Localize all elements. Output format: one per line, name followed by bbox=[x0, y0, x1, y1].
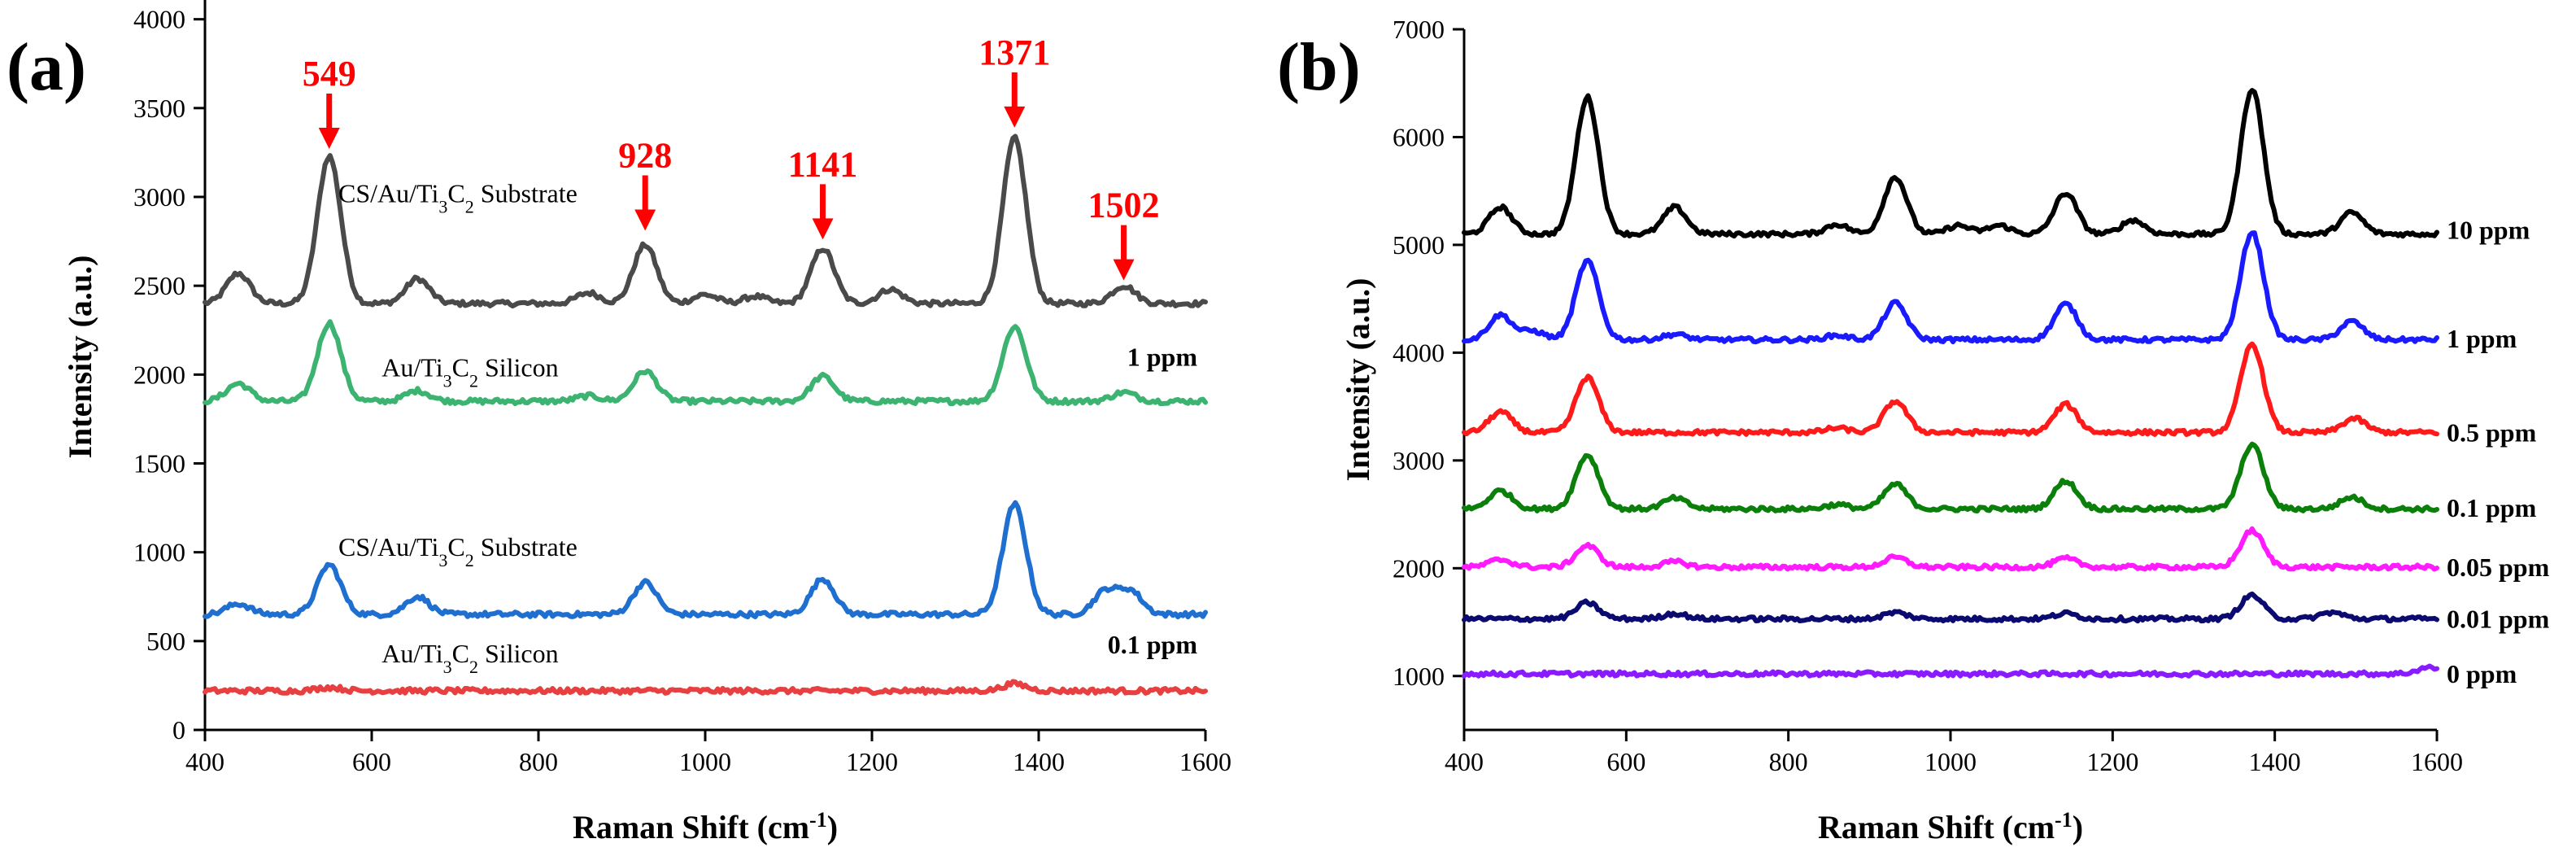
panel-b-spectrum-0 bbox=[1462, 88, 2439, 239]
panel-a-series-label: Au/Ti3C2 Silicon bbox=[381, 353, 558, 391]
peak-label-1502: 1502 bbox=[1088, 186, 1160, 225]
panel-b-x-tick-label: 800 bbox=[1769, 747, 1808, 776]
panel-b-series-label: 0.05 ppm bbox=[2447, 553, 2550, 582]
panel-b-spectrum-3 bbox=[1462, 441, 2439, 513]
peak-arrow-head bbox=[1004, 106, 1026, 128]
panel-a-series-label: CS/Au/Ti3C2 Substrate bbox=[338, 179, 578, 216]
peak-arrow-head bbox=[812, 218, 834, 240]
panel-b-x-tick-label: 600 bbox=[1606, 747, 1645, 776]
panel-b-spectrum-1 bbox=[1462, 230, 2439, 345]
panel-b-series-label: 0.5 ppm bbox=[2447, 417, 2537, 447]
panel-a-y-tick-label: 1000 bbox=[133, 538, 185, 567]
panel-a-x-tick-label: 400 bbox=[185, 747, 224, 776]
panel-a-y-tick-label: 4000 bbox=[133, 5, 185, 34]
panel-a-series-label: CS/Au/Ti3C2 Substrate bbox=[338, 532, 578, 570]
panel-a-concentration-label: 0.1 ppm bbox=[1108, 630, 1198, 659]
panel-a-y-tick-label: 0 bbox=[172, 715, 185, 745]
panel-a-x-tick-label: 1000 bbox=[679, 747, 731, 776]
peak-label-1371: 1371 bbox=[979, 33, 1050, 72]
panel-b-x-tick-label: 1200 bbox=[2086, 747, 2138, 776]
panel-b-x-axis-title: Raman Shift (cm-1) bbox=[1818, 808, 2083, 846]
panel-b-x-tick-label: 1400 bbox=[2249, 747, 2301, 776]
panel-b-spectrum-4 bbox=[1462, 526, 2439, 572]
panel-a-y-axis-title: Intensity (a.u.) bbox=[62, 255, 98, 458]
peak-label-549: 549 bbox=[303, 54, 356, 94]
panel-a-spectrum-3 bbox=[203, 679, 1208, 696]
panel-b-spectrum-2 bbox=[1462, 341, 2439, 437]
panel-b-x-tick-label: 1600 bbox=[2411, 747, 2463, 776]
panel-a-letter: (a) bbox=[7, 29, 86, 105]
panel-a-y-tick-label: 3500 bbox=[133, 94, 185, 123]
peak-arrow-head bbox=[318, 128, 340, 150]
panel-b-y-tick-label: 1000 bbox=[1393, 662, 1445, 691]
panel-b-y-tick-label: 2000 bbox=[1393, 553, 1445, 583]
panel-a-y-tick-label: 2500 bbox=[133, 271, 185, 300]
panel-a-spectrum-0 bbox=[203, 133, 1208, 308]
panel-a-spectrum-1 bbox=[203, 319, 1208, 407]
panel-a-x-tick-label: 600 bbox=[352, 747, 391, 776]
panel-a-x-tick-label: 1600 bbox=[1179, 747, 1231, 776]
panel-a-spectrum-2 bbox=[203, 500, 1208, 620]
panel-b-y-tick-label: 3000 bbox=[1393, 446, 1445, 475]
peak-arrow-head bbox=[1113, 259, 1135, 281]
panel-a-x-tick-label: 1400 bbox=[1013, 747, 1065, 776]
panel-a-y-tick-label: 2000 bbox=[133, 360, 185, 389]
panel-b-spectrum-5 bbox=[1462, 591, 2439, 624]
panel-a-y-tick-label: 1500 bbox=[133, 449, 185, 478]
peak-label-928: 928 bbox=[618, 135, 672, 175]
panel-a-x-axis-title: Raman Shift (cm-1) bbox=[573, 808, 838, 846]
panel-b-y-tick-label: 4000 bbox=[1393, 338, 1445, 367]
panel-b-series-label: 0.01 ppm bbox=[2447, 605, 2550, 634]
panel-b-series-label: 0 ppm bbox=[2447, 659, 2517, 688]
panel-b-y-tick-label: 5000 bbox=[1393, 230, 1445, 260]
panel-a: (a) 400 600 800 1000 1200 1400 1600 0 500 1000 150… bbox=[7, 0, 1231, 845]
panel-b-x-tick-label: 400 bbox=[1445, 747, 1484, 776]
panel-b: (b) 400 600 800 1000 1200 1400 1600 1000 2000 300… bbox=[1277, 15, 2550, 845]
panel-b-series-label: 10 ppm bbox=[2447, 215, 2530, 244]
panel-a-series-label: Au/Ti3C2 Silicon bbox=[381, 639, 558, 677]
panel-b-y-tick-label: 7000 bbox=[1393, 15, 1445, 44]
panel-b-x-tick-label: 1000 bbox=[1924, 747, 1977, 776]
panel-a-x-tick-label: 800 bbox=[519, 747, 558, 776]
panel-b-series-label: 1 ppm bbox=[2447, 324, 2517, 353]
panel-a-y-tick-label: 3000 bbox=[133, 182, 185, 212]
panel-a-concentration-label: 1 ppm bbox=[1127, 342, 1198, 371]
peak-arrow-head bbox=[634, 209, 656, 231]
peak-label-1141: 1141 bbox=[788, 144, 858, 184]
panel-a-y-tick-label: 500 bbox=[146, 627, 185, 656]
panel-b-series-label: 0.1 ppm bbox=[2447, 493, 2537, 522]
panel-a-x-tick-label: 1200 bbox=[846, 747, 898, 776]
panel-b-y-tick-label: 6000 bbox=[1393, 122, 1445, 151]
panel-b-y-axis-title: Intensity (a.u.) bbox=[1340, 277, 1376, 481]
panel-b-letter: (b) bbox=[1277, 29, 1361, 105]
panel-b-spectrum-6 bbox=[1462, 663, 2439, 679]
